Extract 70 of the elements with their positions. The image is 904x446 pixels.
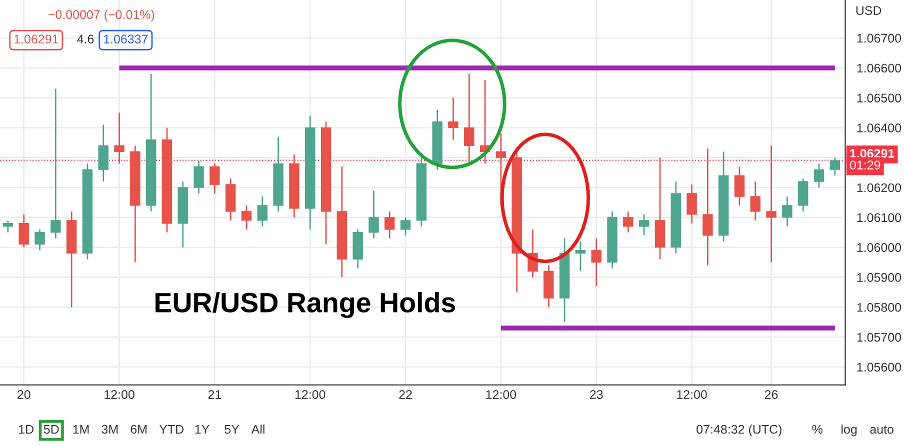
candlestick [798,178,808,212]
y-tick-label: 1.06100 [857,213,902,222]
text: YTD [159,425,184,434]
candlestick [448,97,458,140]
candlestick [194,160,204,194]
candlestick [257,196,268,228]
y-tick-label: 1.06600 [857,64,902,73]
y-tick-label: 1.06400 [857,124,902,132]
candlestick [686,184,697,224]
candlestick [750,180,761,222]
y-tick-label: 1.05600 [857,362,902,372]
candlestick [400,216,411,236]
candlestick [734,166,745,206]
candlestick [575,240,586,272]
candlestick [368,190,379,240]
text: log [842,424,857,436]
candlestick [34,228,45,252]
y-tick-label: 1.06000 [857,243,902,252]
candlestick [384,210,395,240]
text: auto [870,426,894,434]
candlestick [98,124,108,182]
y-tick-label: 1.06500 [857,94,902,102]
candlestick [591,238,602,287]
candlestick [814,162,824,188]
candlestick [782,196,792,228]
candlestick [114,112,124,164]
candlestick [623,210,634,234]
candlestick [766,144,776,263]
annotation: 1.06337 [104,34,148,44]
text: 1M [73,425,89,434]
y-tick-label: 1.05800 [857,302,902,312]
annotation: 4.6 [77,34,94,44]
text: % [812,424,822,434]
y-tick-label: 1.06700 [857,34,902,43]
y-tick-label: 1.05700 [857,332,902,342]
candlestick [830,156,840,176]
annotation: −0.00007 (−0.01%) [48,10,154,22]
text: 3M [102,424,118,434]
y-axis-title: USD [856,6,882,15]
text: 1Y [195,425,210,434]
candlestick [50,88,61,240]
x-tick-label: 12:00 [295,390,326,399]
x-tick-label: 20 [18,390,30,399]
candlestick [210,162,220,194]
x-tick-label: 12:00 [104,390,134,399]
text: 5D [44,425,59,434]
x-tick-label: 22 [399,390,412,399]
text: All [251,424,264,434]
y-tick-label: 1.06200 [857,183,902,192]
text: 01:29 [850,160,880,170]
text: 07:48:32 (UTC) [696,424,782,436]
text: 1D [19,425,34,434]
text: 6M [130,424,147,434]
x-tick-label: 12:00 [486,390,516,399]
annotation: 1.06291 [14,34,58,44]
candlestick [464,73,474,164]
candlestick [18,214,29,248]
candlestick [241,204,252,230]
x-tick-label: 26 [764,390,778,399]
text: 5Y [224,425,240,434]
ref-line-label: 1.06291 [850,148,894,158]
candlestick [2,220,14,234]
candlestick [702,148,713,266]
candlestick [496,132,506,206]
x-tick-label: 12:00 [677,390,707,399]
x-tick-label: 21 [208,390,222,399]
annotation: EUR/USD Range Holds [156,292,456,318]
x-tick-label: 23 [590,390,603,399]
candlestick [638,214,650,236]
y-tick-label: 1.05900 [857,273,902,282]
